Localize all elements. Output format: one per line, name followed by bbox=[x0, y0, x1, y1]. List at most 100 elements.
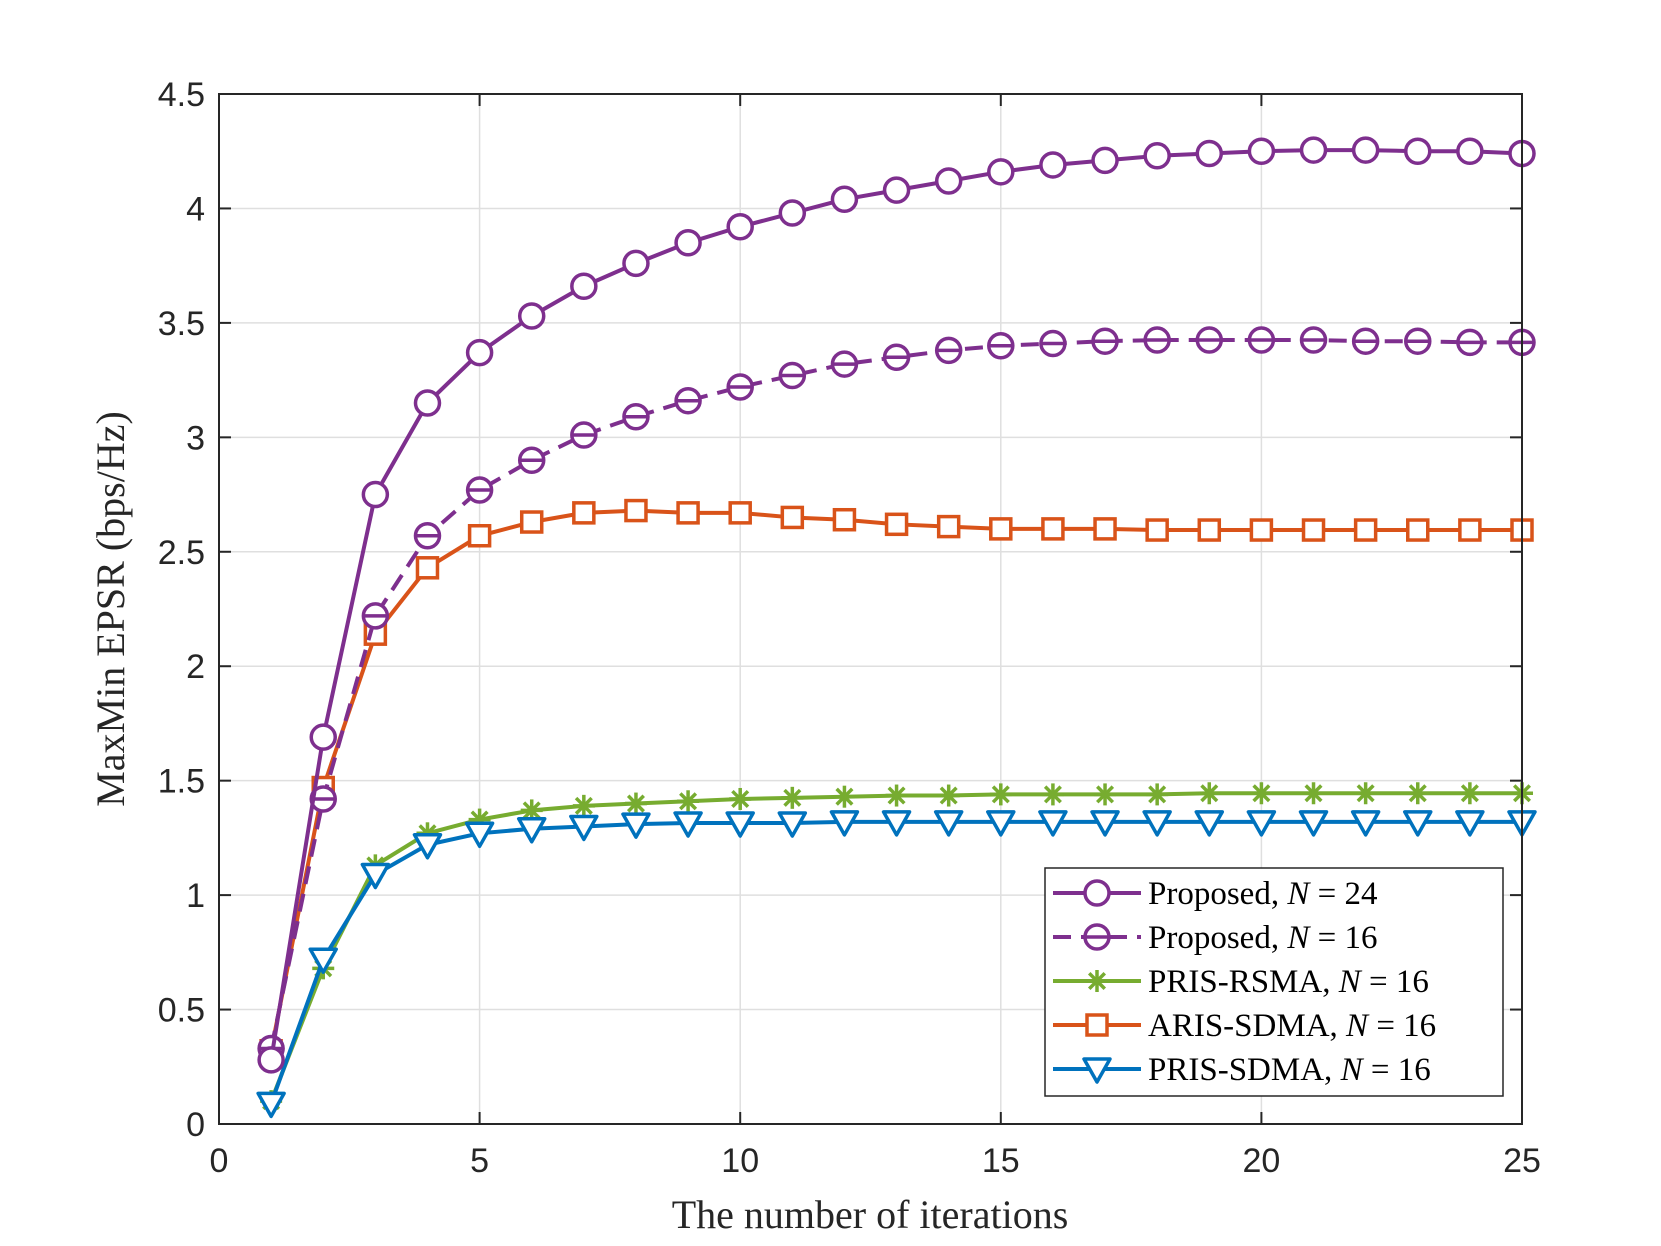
data-point bbox=[1247, 326, 1276, 354]
data-point bbox=[778, 199, 807, 227]
legend-label-var: N bbox=[1340, 1052, 1365, 1088]
legend-marker bbox=[1082, 1057, 1112, 1084]
data-point bbox=[989, 783, 1012, 806]
data-point bbox=[622, 402, 650, 431]
data-point bbox=[1038, 810, 1068, 837]
data-point bbox=[832, 507, 857, 532]
data-point bbox=[780, 505, 805, 530]
data-point bbox=[677, 790, 700, 813]
data-point bbox=[726, 213, 754, 241]
data-point bbox=[989, 517, 1013, 541]
data-point bbox=[1249, 518, 1274, 542]
data-point bbox=[1458, 782, 1481, 805]
axes-box bbox=[218, 93, 1523, 1125]
data-point bbox=[1146, 783, 1169, 806]
legend-item: Proposed, N = 24 bbox=[1053, 876, 1377, 912]
legend-label: Proposed, N = 16 bbox=[1148, 920, 1377, 956]
y-tick-label: 1.5 bbox=[158, 763, 205, 801]
data-point bbox=[624, 792, 647, 815]
grid bbox=[219, 94, 1522, 1124]
legend-label-suffix: = 24 bbox=[1309, 876, 1377, 912]
data-point bbox=[1194, 810, 1225, 837]
data-point bbox=[256, 1091, 286, 1119]
data-point bbox=[933, 810, 964, 837]
series-group bbox=[256, 136, 1537, 1119]
data-point bbox=[729, 787, 752, 810]
data-point bbox=[569, 814, 599, 842]
legend-label: ARIS-SDMA, N = 16 bbox=[1148, 1008, 1436, 1044]
y-axis-label: MaxMin EPSR (bps/Hz) bbox=[88, 411, 133, 807]
data-point bbox=[1403, 810, 1433, 837]
data-point bbox=[987, 158, 1015, 186]
data-point bbox=[1351, 136, 1380, 164]
data-point bbox=[570, 272, 598, 301]
data-point bbox=[936, 514, 961, 539]
data-point bbox=[257, 1046, 285, 1074]
x-tick-label: 20 bbox=[1242, 1142, 1280, 1180]
data-point bbox=[465, 476, 494, 504]
data-point bbox=[1041, 783, 1064, 806]
data-point bbox=[1090, 810, 1120, 837]
data-point bbox=[1250, 782, 1273, 805]
x-tick-label: 25 bbox=[1503, 1142, 1541, 1180]
data-point bbox=[1455, 810, 1485, 837]
data-point bbox=[361, 602, 390, 630]
data-point bbox=[1406, 782, 1429, 805]
x-tick-label: 15 bbox=[982, 1142, 1020, 1180]
data-point bbox=[1299, 136, 1328, 164]
data-point bbox=[1302, 782, 1325, 805]
data-point bbox=[884, 512, 909, 537]
legend-marker bbox=[1085, 1013, 1109, 1037]
legend-label-suffix: = 16 bbox=[1309, 920, 1377, 956]
data-point bbox=[1093, 517, 1117, 541]
data-point bbox=[1145, 518, 1169, 542]
data-point bbox=[777, 811, 808, 838]
data-point bbox=[624, 498, 648, 523]
legend-label: PRIS-RSMA, N = 16 bbox=[1148, 964, 1429, 1000]
data-point bbox=[885, 784, 908, 807]
data-point bbox=[937, 784, 960, 807]
legend-marker bbox=[1086, 970, 1108, 992]
legend-label: Proposed, N = 24 bbox=[1148, 876, 1377, 912]
data-point bbox=[519, 510, 544, 534]
data-point bbox=[1195, 139, 1224, 168]
data-point bbox=[676, 501, 700, 525]
y-tick-label: 0.5 bbox=[158, 992, 205, 1030]
x-tick-label: 5 bbox=[470, 1142, 489, 1180]
legend-label: PRIS-SDMA, N = 16 bbox=[1148, 1052, 1431, 1088]
data-point bbox=[1094, 783, 1117, 806]
legend-label-prefix: Proposed, bbox=[1148, 876, 1287, 912]
data-point bbox=[1039, 151, 1067, 179]
legend-marker bbox=[1083, 879, 1111, 907]
data-point bbox=[1198, 782, 1221, 805]
data-point bbox=[1354, 782, 1377, 805]
legend-item: PRIS-SDMA, N = 16 bbox=[1053, 1052, 1431, 1088]
data-point bbox=[1041, 517, 1065, 541]
legend-label-var: N bbox=[1286, 920, 1311, 956]
data-point bbox=[1246, 810, 1277, 837]
data-point bbox=[622, 249, 650, 278]
data-point bbox=[572, 501, 596, 525]
data-point bbox=[934, 336, 963, 365]
data-point bbox=[1456, 137, 1484, 165]
data-point bbox=[413, 522, 442, 550]
legend-label-suffix: = 16 bbox=[1361, 964, 1429, 1000]
y-tick-label: 1 bbox=[186, 877, 205, 915]
legend-label-suffix: = 16 bbox=[1363, 1052, 1431, 1088]
data-point bbox=[517, 302, 546, 330]
ticks: 0 5 10 15 20 25 0 0.5 1 1.5 2 2.5 3 3.5 4 4.5 bbox=[158, 76, 1541, 1180]
x-axis-label: The number of iterations bbox=[672, 1192, 1069, 1237]
legend-item: ARIS-SDMA, N = 16 bbox=[1053, 1008, 1436, 1044]
data-point bbox=[673, 811, 703, 838]
data-point bbox=[464, 821, 495, 849]
data-point bbox=[1301, 518, 1326, 542]
data-point bbox=[833, 785, 856, 808]
x-tick-label: 10 bbox=[721, 1142, 759, 1180]
data-point bbox=[882, 343, 911, 371]
data-point bbox=[465, 338, 494, 367]
series-1 bbox=[257, 136, 1536, 1074]
legend-item: PRIS-RSMA, N = 16 bbox=[1053, 964, 1429, 1000]
data-point bbox=[1142, 810, 1172, 837]
data-point bbox=[360, 862, 391, 890]
